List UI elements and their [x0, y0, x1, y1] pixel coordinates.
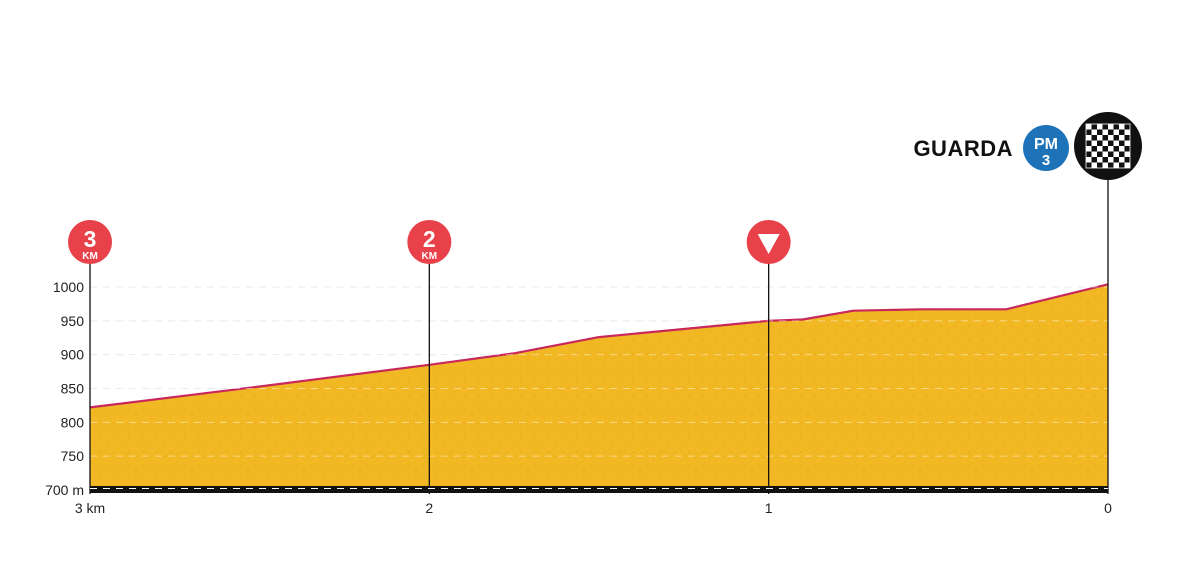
elevation-area	[89, 283, 1109, 490]
y-tick-label: 950	[61, 313, 85, 329]
baseline	[90, 486, 1108, 493]
km-marker-unit: KM	[82, 251, 98, 262]
climb-category-label: PM	[1034, 136, 1058, 153]
elevation-texture	[90, 284, 1108, 490]
finish-annotation: GUARDA PM3	[913, 125, 1069, 171]
axes: 700 m 750 800 850 900 950 1000 3 km 2 1 0	[45, 279, 1112, 516]
x-tick-label: 2	[425, 500, 433, 516]
y-tick-label: 750	[61, 448, 85, 464]
climb-category-badge: PM3	[1023, 125, 1069, 171]
climb-category-circle	[1023, 125, 1069, 171]
y-tick-label: 800	[61, 414, 85, 430]
x-tick-label: 3 km	[75, 500, 105, 516]
finish-name: GUARDA	[913, 136, 1013, 161]
km-marker-number: 3	[84, 226, 97, 252]
x-tick-label: 0	[1104, 500, 1112, 516]
marker-badge	[407, 220, 452, 264]
elevation-line	[89, 283, 1109, 409]
finish-marker	[1074, 112, 1142, 180]
climb-category-number: 3	[1042, 152, 1050, 169]
y-tick-label: 850	[61, 381, 85, 397]
km-marker-unit: KM	[422, 251, 438, 262]
checkered-flag-icon	[1085, 123, 1131, 169]
y-tick-label: 1000	[53, 279, 84, 295]
km-marker: 3KM	[68, 220, 112, 264]
km-marker-number: 2	[423, 226, 436, 252]
x-tick-label: 1	[765, 500, 773, 516]
km-marker: 2KM	[407, 220, 452, 264]
triangle-down-icon	[757, 234, 780, 254]
y-tick-label: 700 m	[45, 482, 84, 498]
marker-badge	[68, 220, 112, 264]
flamme-rouge-marker	[746, 220, 791, 264]
marker-lines	[89, 172, 1109, 494]
y-tick-label: 900	[61, 347, 85, 363]
